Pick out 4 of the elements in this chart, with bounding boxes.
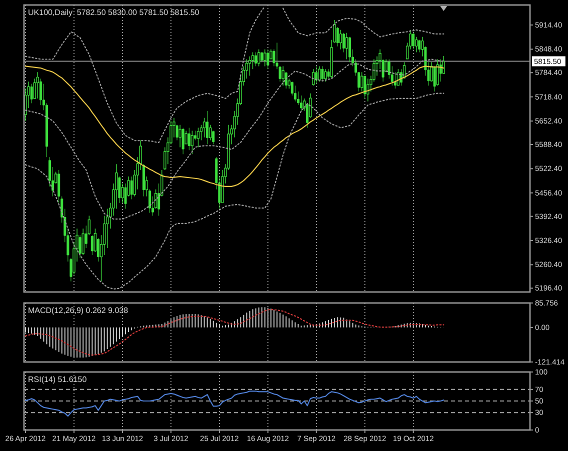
chart-title: RSI(14) 51.6150 (28, 375, 88, 384)
chart-title: MACD(12,26,9) 0.262 9.038 (28, 306, 129, 315)
line-series (24, 308, 444, 356)
line-series (24, 390, 444, 417)
